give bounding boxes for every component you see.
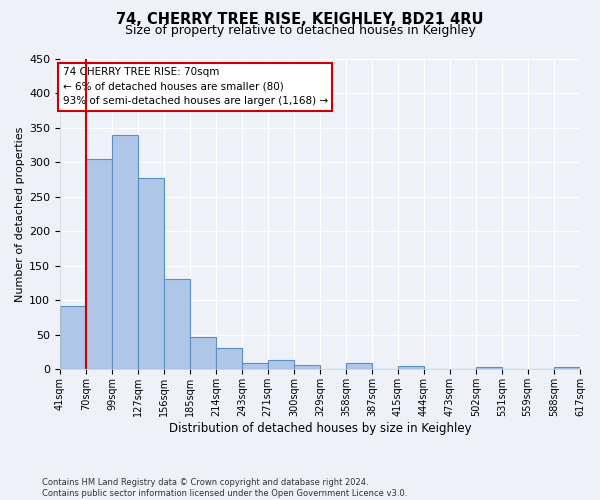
- Bar: [60, 306, 86, 370]
- Bar: [216, 348, 242, 370]
- Text: Size of property relative to detached houses in Keighley: Size of property relative to detached ho…: [125, 24, 475, 37]
- Bar: [398, 366, 424, 370]
- Bar: [86, 159, 112, 370]
- Bar: [268, 360, 294, 370]
- Bar: [164, 279, 190, 370]
- Y-axis label: Number of detached properties: Number of detached properties: [15, 126, 25, 302]
- Bar: [476, 368, 502, 370]
- Bar: [294, 366, 320, 370]
- Bar: [112, 135, 137, 370]
- Bar: [190, 337, 216, 370]
- Text: 74 CHERRY TREE RISE: 70sqm
← 6% of detached houses are smaller (80)
93% of semi-: 74 CHERRY TREE RISE: 70sqm ← 6% of detac…: [62, 67, 328, 106]
- Text: 74, CHERRY TREE RISE, KEIGHLEY, BD21 4RU: 74, CHERRY TREE RISE, KEIGHLEY, BD21 4RU: [116, 12, 484, 28]
- Text: Contains HM Land Registry data © Crown copyright and database right 2024.
Contai: Contains HM Land Registry data © Crown c…: [42, 478, 407, 498]
- Bar: [242, 363, 268, 370]
- X-axis label: Distribution of detached houses by size in Keighley: Distribution of detached houses by size …: [169, 422, 472, 435]
- Bar: [346, 363, 373, 370]
- Bar: [554, 368, 580, 370]
- Bar: [137, 178, 164, 370]
